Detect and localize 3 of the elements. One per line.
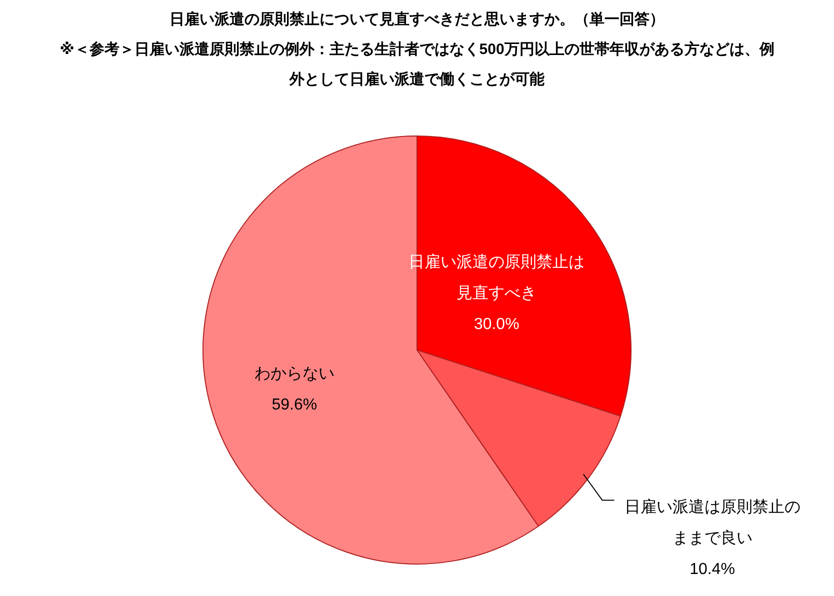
subtitle: 外として日雇い派遣で働くことが可能 xyxy=(290,71,544,88)
subtitle: ※＜参考＞日雇い派遣原則禁止の例外：主たる生計者ではなく500万円以上の世帯年収がある方などは、例 xyxy=(60,41,774,58)
title: 日雇い派遣の原則禁止について見直すべきだと思いますか。（単一回答） xyxy=(170,11,664,28)
